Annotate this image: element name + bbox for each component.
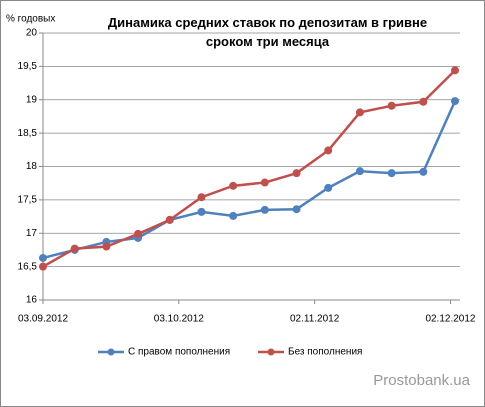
data-point xyxy=(260,205,269,214)
data-point xyxy=(419,167,428,176)
watermark: Prostobank.ua xyxy=(373,372,470,389)
data-point xyxy=(387,101,396,110)
chart-title: Динамика средних ставок по депозитам в г… xyxy=(107,15,428,49)
y-tick-label: 18 xyxy=(26,161,38,172)
y-tick-label: 18,5 xyxy=(18,128,38,139)
legend-marker xyxy=(267,348,275,356)
data-point xyxy=(355,167,364,176)
x-tick-label: 02.12.2012 xyxy=(425,314,475,325)
data-point xyxy=(229,211,238,220)
x-tick-label: 03.10.2012 xyxy=(154,314,204,325)
series-line xyxy=(42,69,456,268)
legend-label: С правом пополнения xyxy=(128,347,230,358)
data-point xyxy=(451,97,459,106)
data-point xyxy=(229,181,238,190)
x-tick-label: 03.09.2012 xyxy=(18,314,68,325)
y-tick-label: 20 xyxy=(26,28,38,39)
legend-label: Без пополнения xyxy=(288,347,362,358)
y-tick-label: 16,5 xyxy=(18,261,38,272)
data-point xyxy=(355,108,364,117)
legend-marker xyxy=(107,348,115,356)
data-point xyxy=(197,207,206,216)
data-point xyxy=(39,262,47,271)
data-point xyxy=(260,178,269,187)
data-point xyxy=(39,253,47,262)
data-point xyxy=(324,146,333,155)
y-tick-label: 16 xyxy=(26,295,38,306)
data-point xyxy=(197,193,206,202)
data-point xyxy=(292,205,301,214)
data-point xyxy=(324,183,333,192)
data-point xyxy=(134,229,143,238)
y-tick-label: 17 xyxy=(26,228,38,239)
x-tick-label: 02.11.2012 xyxy=(290,314,340,325)
y-tick-label: 19,5 xyxy=(18,61,38,72)
data-point xyxy=(451,66,459,75)
data-point xyxy=(165,215,174,224)
data-point xyxy=(419,97,428,106)
data-point xyxy=(70,244,79,253)
data-point xyxy=(387,169,396,178)
data-point xyxy=(102,242,111,251)
y-tick-label: 17,5 xyxy=(18,195,38,206)
series-line xyxy=(42,100,457,260)
y-axis-label: % годовых xyxy=(6,14,55,25)
data-point xyxy=(292,169,301,178)
y-tick-label: 19 xyxy=(26,94,38,105)
